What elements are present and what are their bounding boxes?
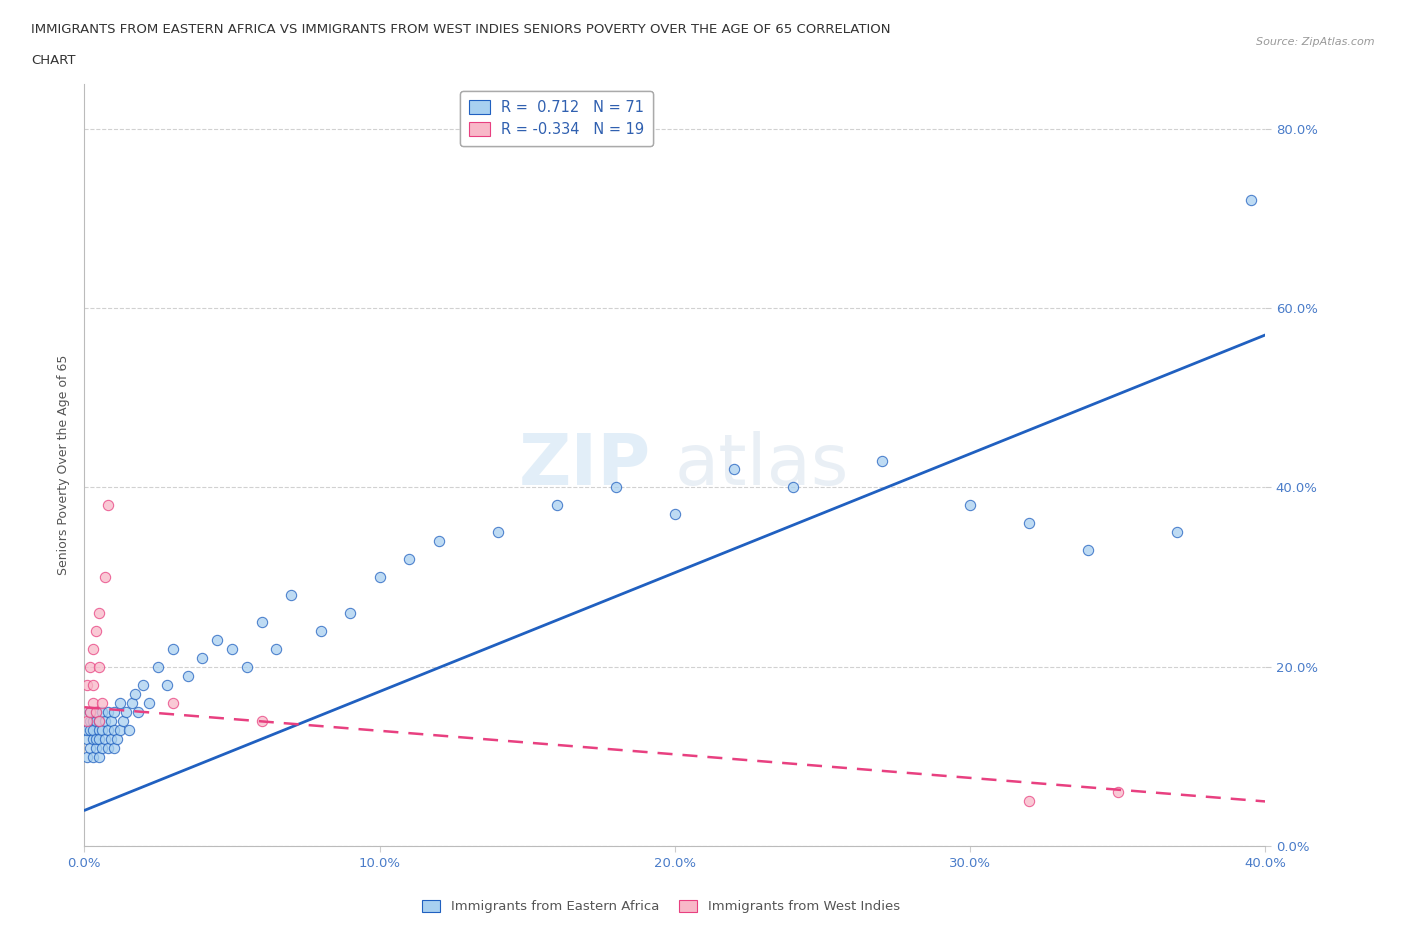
- Point: [105, 731, 128, 746]
- Point: [91, 704, 114, 719]
- Point: [148, 659, 170, 674]
- Point: [398, 551, 420, 566]
- Point: [1166, 525, 1188, 539]
- Point: [82, 642, 104, 657]
- Point: [221, 642, 243, 657]
- Point: [82, 750, 104, 764]
- Point: [114, 704, 136, 719]
- Point: [127, 704, 149, 719]
- Point: [250, 615, 273, 630]
- Point: [138, 696, 160, 711]
- Point: [100, 731, 122, 746]
- Legend: R =  0.712   N = 71, R = -0.334   N = 19: R = 0.712 N = 71, R = -0.334 N = 19: [460, 91, 654, 146]
- Point: [1018, 516, 1040, 531]
- Point: [264, 642, 288, 657]
- Point: [84, 740, 107, 755]
- Point: [162, 642, 184, 657]
- Point: [118, 723, 141, 737]
- Point: [121, 696, 143, 711]
- Point: [723, 462, 745, 477]
- Point: [79, 713, 101, 728]
- Point: [280, 588, 302, 603]
- Point: [82, 696, 104, 711]
- Point: [82, 713, 104, 728]
- Legend: Immigrants from Eastern Africa, Immigrants from West Indies: Immigrants from Eastern Africa, Immigran…: [416, 895, 905, 919]
- Point: [1107, 785, 1129, 800]
- Text: ZIP: ZIP: [519, 431, 651, 499]
- Point: [84, 704, 107, 719]
- Point: [191, 650, 214, 665]
- Point: [94, 731, 117, 746]
- Point: [91, 723, 114, 737]
- Text: CHART: CHART: [31, 54, 76, 67]
- Point: [205, 632, 228, 647]
- Y-axis label: Seniors Poverty Over the Age of 65: Seniors Poverty Over the Age of 65: [58, 355, 70, 575]
- Point: [97, 704, 120, 719]
- Point: [87, 713, 111, 728]
- Point: [1240, 193, 1263, 207]
- Point: [368, 570, 391, 585]
- Point: [339, 605, 361, 620]
- Point: [309, 623, 332, 638]
- Point: [546, 498, 568, 512]
- Point: [87, 750, 111, 764]
- Point: [79, 659, 101, 674]
- Point: [87, 723, 111, 737]
- Point: [87, 659, 111, 674]
- Point: [177, 669, 200, 684]
- Point: [250, 713, 273, 728]
- Point: [103, 704, 125, 719]
- Point: [235, 659, 259, 674]
- Point: [97, 723, 120, 737]
- Point: [79, 704, 101, 719]
- Point: [94, 713, 117, 728]
- Point: [1077, 543, 1099, 558]
- Point: [76, 677, 98, 692]
- Point: [76, 731, 98, 746]
- Point: [156, 677, 179, 692]
- Point: [427, 534, 450, 549]
- Point: [959, 498, 981, 512]
- Point: [84, 623, 107, 638]
- Point: [111, 713, 134, 728]
- Point: [84, 731, 107, 746]
- Point: [124, 686, 146, 701]
- Text: Source: ZipAtlas.com: Source: ZipAtlas.com: [1257, 37, 1375, 47]
- Point: [1018, 794, 1040, 809]
- Point: [91, 740, 114, 755]
- Point: [76, 750, 98, 764]
- Point: [664, 507, 686, 522]
- Text: atlas: atlas: [675, 431, 849, 499]
- Point: [103, 723, 125, 737]
- Point: [79, 723, 101, 737]
- Point: [76, 723, 98, 737]
- Point: [76, 713, 98, 728]
- Point: [84, 704, 107, 719]
- Point: [79, 704, 101, 719]
- Point: [97, 498, 120, 512]
- Point: [782, 480, 804, 495]
- Point: [94, 570, 117, 585]
- Point: [97, 740, 120, 755]
- Point: [108, 723, 131, 737]
- Point: [87, 731, 111, 746]
- Point: [103, 740, 125, 755]
- Point: [84, 713, 107, 728]
- Point: [605, 480, 627, 495]
- Text: IMMIGRANTS FROM EASTERN AFRICA VS IMMIGRANTS FROM WEST INDIES SENIORS POVERTY OV: IMMIGRANTS FROM EASTERN AFRICA VS IMMIGR…: [31, 23, 890, 36]
- Point: [82, 723, 104, 737]
- Point: [100, 713, 122, 728]
- Point: [87, 605, 111, 620]
- Point: [79, 740, 101, 755]
- Point: [108, 696, 131, 711]
- Point: [87, 713, 111, 728]
- Point: [91, 696, 114, 711]
- Point: [162, 696, 184, 711]
- Point: [870, 453, 893, 468]
- Point: [132, 677, 155, 692]
- Point: [82, 677, 104, 692]
- Point: [486, 525, 509, 539]
- Point: [82, 731, 104, 746]
